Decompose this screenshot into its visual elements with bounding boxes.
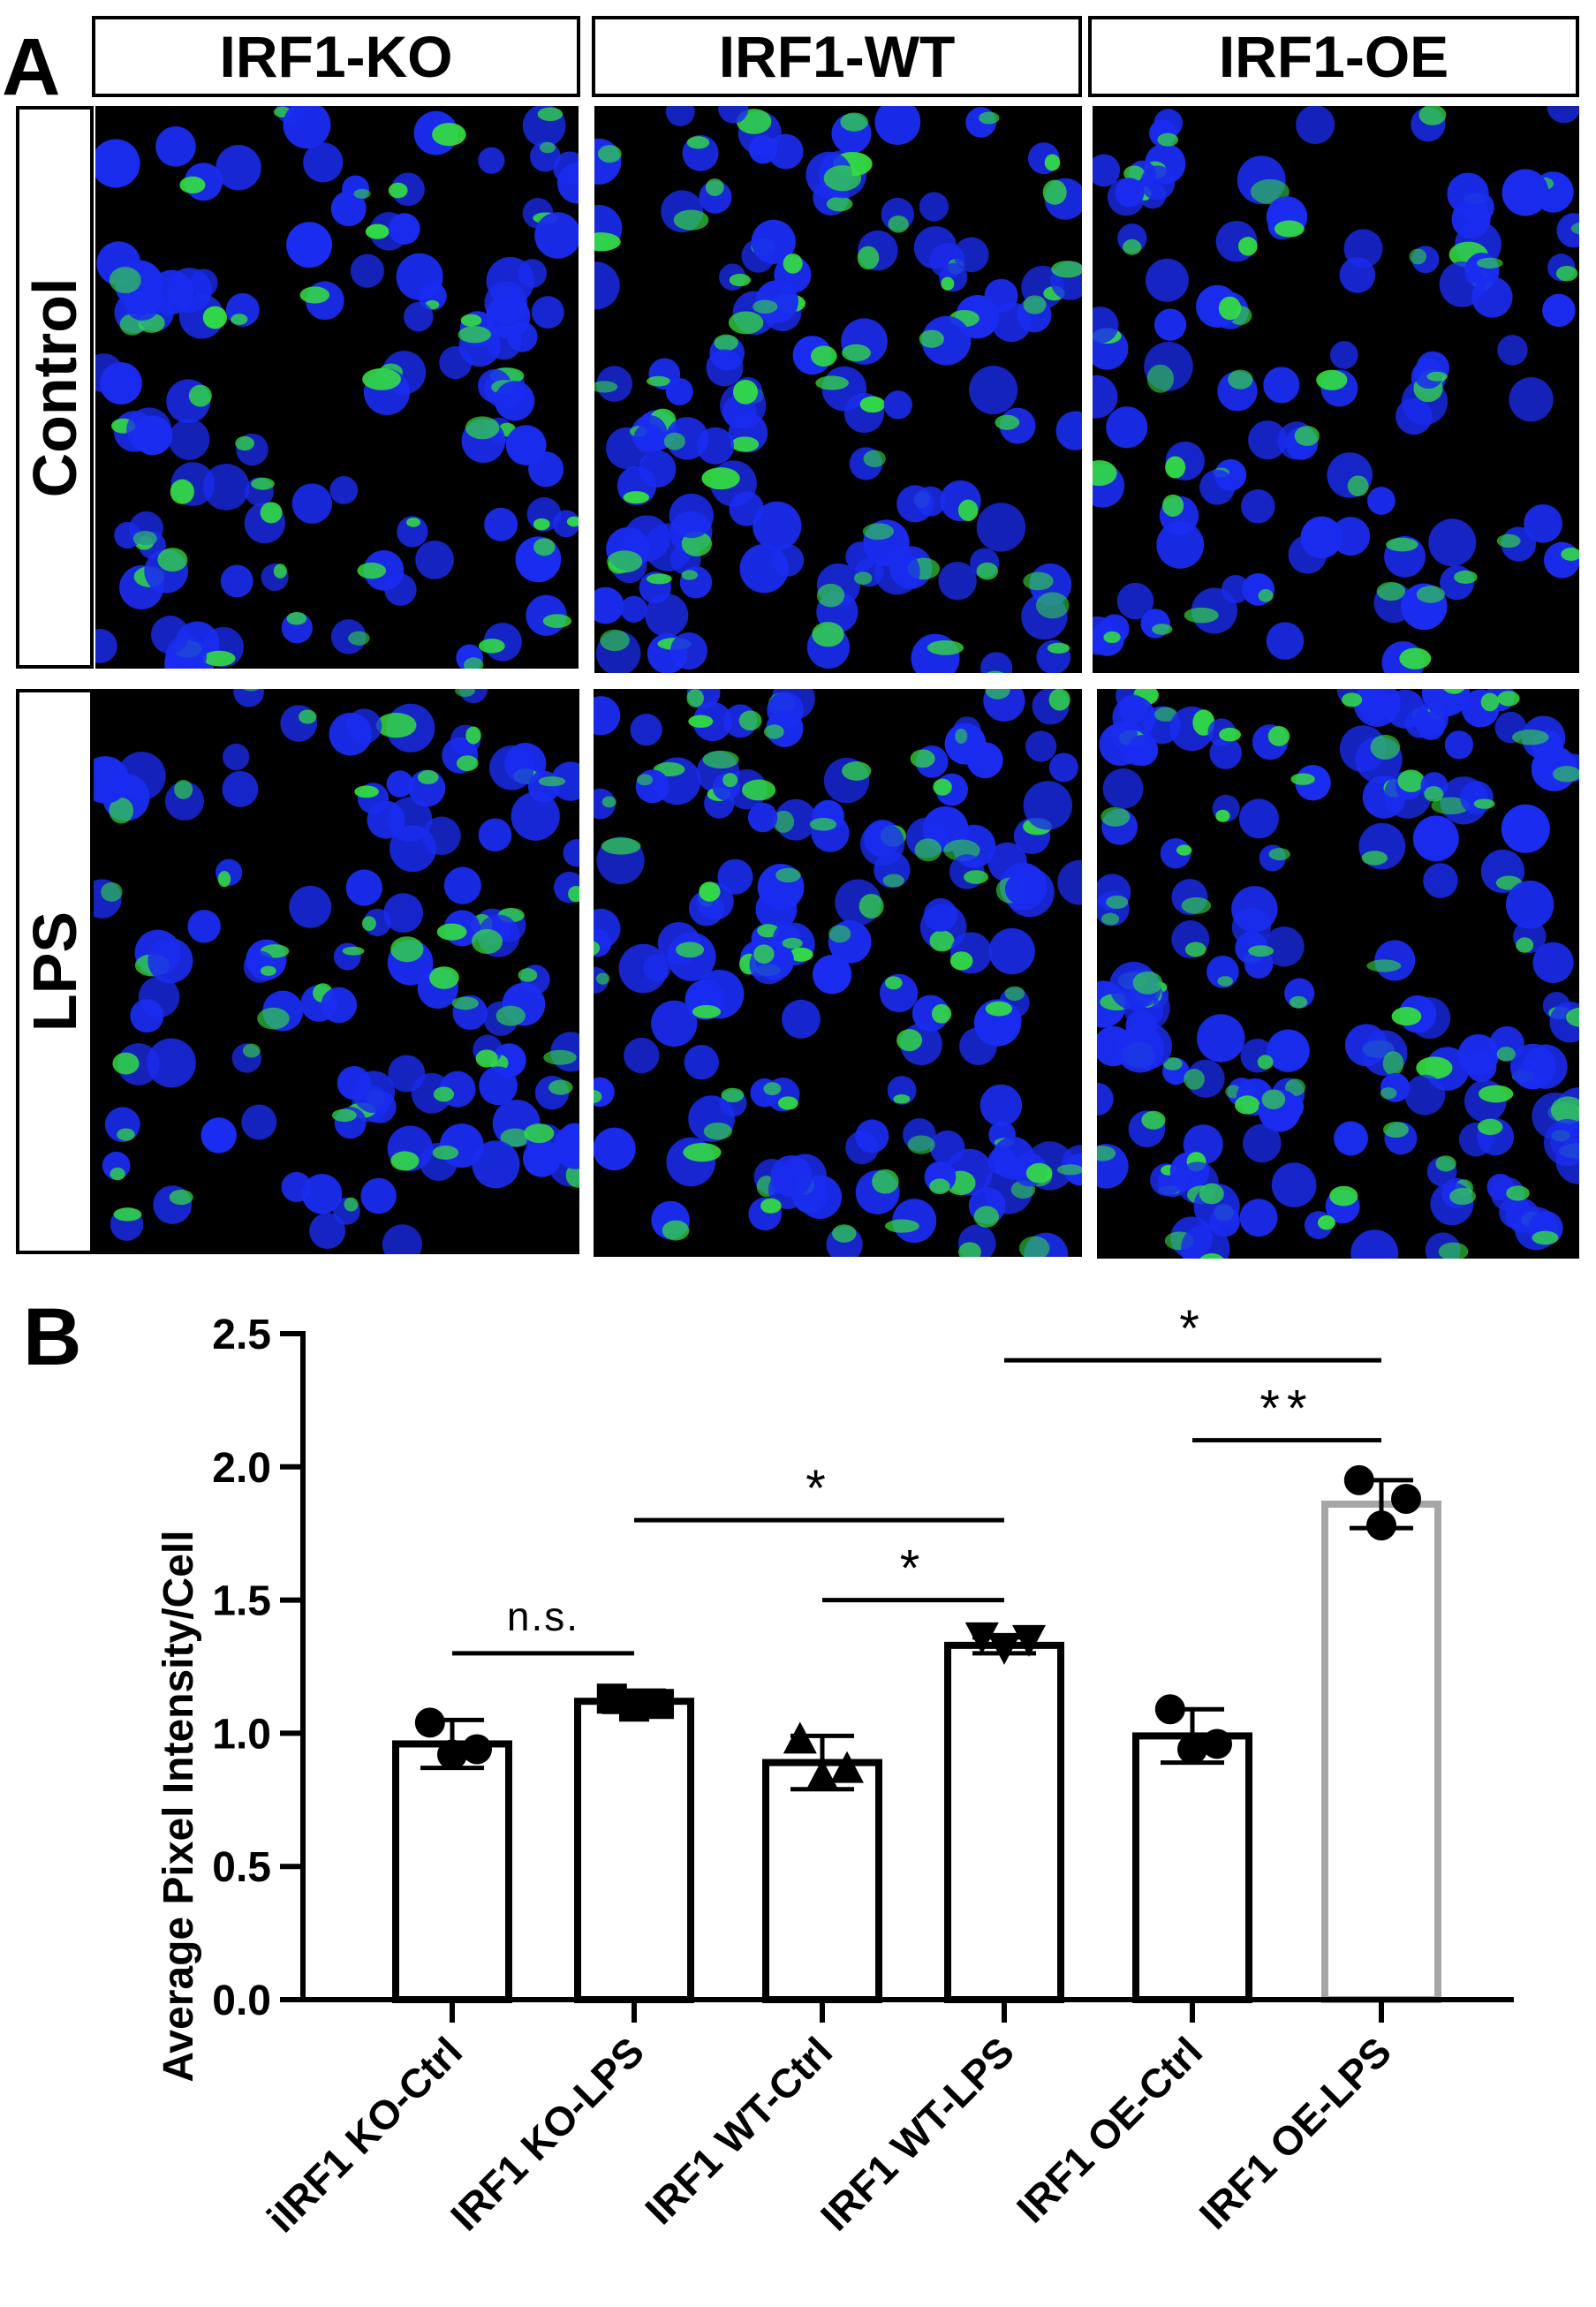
y-tick-label: 1.0 [212, 1711, 271, 1758]
micrograph-ko-lps [94, 689, 579, 1254]
column-header-wt: IRF1-WT [592, 16, 1082, 97]
error-bars [420, 1478, 1413, 1792]
bar [392, 1740, 512, 2003]
column-header-ko: IRF1-KO [92, 16, 580, 97]
x-tick-label: IRF1 KO-LPS [442, 2028, 653, 2239]
data-point [1391, 1483, 1421, 1514]
bar [574, 1698, 694, 2003]
y-axis: 0.0 0.5 1.0 1.5 2.0 2.5 [212, 1312, 306, 2024]
y-tick-label: 2.0 [212, 1445, 271, 1492]
micrograph-wt-lps [594, 689, 1082, 1257]
micrograph-ko-control [95, 106, 579, 669]
panel-a-label: A [2, 22, 61, 112]
significance-label: * [1179, 1300, 1206, 1358]
bar [1321, 1501, 1441, 2003]
row-header-lps: LPS [16, 689, 94, 1254]
x-tick-label: IRF1 OE-LPS [1191, 2028, 1400, 2237]
row-header-control: Control [16, 106, 94, 669]
x-tick-label: IRF1 WT-LPS [812, 2028, 1023, 2239]
y-tick-label: 2.5 [212, 1312, 271, 1358]
x-tick-label: iIRF1 KO-Ctrl [258, 2028, 471, 2241]
data-point [644, 1689, 674, 1720]
micrograph-oe-control [1093, 106, 1579, 673]
significance-label: * [900, 1540, 927, 1598]
bar [944, 1641, 1064, 2003]
data-point [1202, 1728, 1232, 1759]
row-label-lps: LPS [20, 911, 89, 1032]
significance-label: * [806, 1460, 833, 1517]
y-tick-label: 0.0 [212, 1978, 271, 2024]
y-tick-label: 1.5 [212, 1578, 271, 1625]
micrograph-oe-lps [1097, 689, 1579, 1259]
data-point [1012, 1624, 1046, 1657]
micrograph-wt-control [594, 106, 1082, 673]
bar-chart: 0.0 0.5 1.0 1.5 2.0 2.5 Average Pixel Intensi… [155, 1300, 1514, 2241]
data-point [830, 1751, 864, 1783]
significance-label: ** [1259, 1380, 1313, 1438]
panel-b-label: B [23, 1292, 82, 1382]
row-label-control: Control [20, 277, 89, 497]
bar [1132, 1732, 1252, 2004]
x-tick-label: IRF1 WT-Ctrl [636, 2028, 841, 2233]
y-axis-label: Average Pixel Intensity/Cell [155, 1530, 202, 2082]
data-point [414, 1707, 445, 1738]
data-point [462, 1734, 492, 1765]
column-header-oe: IRF1-OE [1088, 16, 1579, 97]
bar [762, 1759, 882, 2003]
x-tick-label: IRF1 OE-Ctrl [1008, 2028, 1211, 2231]
significance-label: n.s. [507, 1593, 579, 1639]
y-tick-label: 0.5 [212, 1844, 271, 1891]
significance-brackets: n.s.***** [452, 1300, 1381, 1656]
